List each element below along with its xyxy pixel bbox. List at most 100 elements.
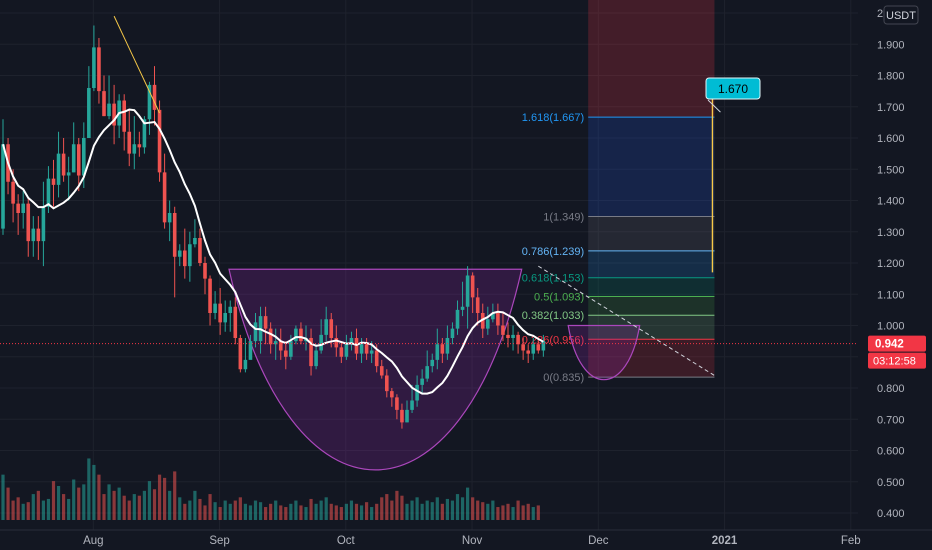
volume-bar [521, 505, 525, 520]
price-tick-label: 1.800 [877, 71, 905, 83]
candle-body [379, 366, 384, 376]
volume-bar [56, 485, 61, 520]
fib-zone [588, 250, 715, 278]
annotations[interactable]: 1.670 [113, 15, 761, 376]
volume-bar [455, 494, 460, 520]
volume-bar [334, 505, 338, 520]
cup-pattern-large[interactable] [228, 268, 523, 471]
fib-level-label: 0.382(1.033) [522, 310, 584, 322]
price-tick-label: 0.800 [877, 383, 905, 395]
candle-body [344, 344, 349, 357]
volume-bar [36, 490, 40, 520]
candle-body [263, 316, 268, 329]
candle-body [475, 297, 480, 313]
fib-level-label: 0.618(1.153) [522, 273, 584, 285]
candle-body [76, 144, 81, 176]
bar-countdown: 03:12:58 [873, 356, 916, 368]
volume-bar [435, 497, 439, 520]
candle-body [445, 338, 450, 354]
price-tick-label: 0.700 [877, 414, 905, 426]
candles [1, 25, 546, 429]
volume-bar [264, 507, 268, 520]
candle-body [420, 378, 424, 385]
candle-body [496, 313, 500, 326]
volume-bar [72, 479, 76, 520]
price-tick-label: 1.700 [877, 102, 905, 114]
candle-body [157, 109, 162, 173]
trend-line[interactable] [113, 15, 161, 114]
candle-body [465, 275, 470, 307]
candle-body [425, 366, 429, 379]
volume-bar [501, 505, 505, 520]
current-price-tag [868, 335, 926, 352]
volume-bar [460, 497, 465, 520]
candle-body [147, 84, 152, 120]
volume-bar [152, 489, 157, 520]
cup-patterns[interactable] [228, 268, 641, 471]
candle-body [102, 91, 106, 117]
fib-level-label: 1.618(1.667) [522, 112, 584, 124]
volume-bar [314, 503, 318, 520]
volume-bar [274, 500, 278, 520]
candle-body [364, 344, 369, 354]
volume-bar [471, 497, 475, 520]
volume-bar [117, 487, 121, 520]
time-tick-label: Oct [337, 535, 356, 547]
time-tick-label: 2021 [712, 535, 738, 547]
volume-bar [354, 503, 359, 520]
time-tick-label: Sep [209, 535, 229, 547]
candle-body [82, 138, 86, 176]
cup-pattern-small[interactable] [567, 324, 641, 381]
volume-bar [309, 498, 313, 520]
candle-body [329, 319, 334, 338]
volume-bar [284, 507, 288, 520]
candle-body [359, 344, 364, 354]
candle-body [385, 375, 389, 392]
candle-body [61, 153, 66, 176]
candle-body [440, 344, 445, 354]
candle-body [390, 391, 394, 398]
price-axis[interactable]: 2.0001.9001.8001.7001.6001.5001.4001.300… [858, 0, 932, 530]
candle-body [410, 400, 414, 410]
volume-bar [77, 487, 81, 520]
price-tick-label: 1.600 [877, 133, 905, 145]
candle-body [26, 203, 31, 242]
price-tick-label: 1.200 [877, 258, 905, 270]
volume-bar [228, 503, 232, 520]
volume-bar [193, 490, 197, 520]
volume-bar [258, 502, 263, 520]
candle-body [501, 325, 505, 335]
volume-bar [491, 500, 495, 520]
volume-bar [243, 503, 247, 520]
volume-bar [112, 490, 116, 520]
volume-bar [168, 490, 172, 520]
price-tick-label: 1.000 [877, 321, 905, 333]
volume-bar [107, 484, 111, 520]
price-tick-label: 1.400 [877, 196, 905, 208]
fib-zone [588, 339, 715, 378]
time-axis[interactable]: Aug Sep Oct Nov Dec 2021 Feb [0, 529, 932, 547]
target-callout-box[interactable] [705, 77, 761, 100]
volume-bar [269, 503, 273, 520]
candle-body [137, 144, 142, 148]
candle-body [223, 313, 227, 323]
time-tick-label: Aug [83, 535, 103, 547]
candle-body [142, 119, 147, 148]
volume-bar [536, 505, 540, 520]
volume-bar [97, 474, 101, 520]
volume-bar [365, 502, 369, 520]
volume-bar [233, 500, 237, 520]
volume-bar [289, 503, 293, 520]
candle-body [228, 306, 233, 313]
currency-badge[interactable] [883, 5, 919, 25]
candle-body [278, 341, 283, 351]
candle-body [253, 322, 258, 342]
volume-bar [137, 495, 141, 520]
fibonacci-extension[interactable]: 1.618(1.667) 1(1.349) 0.786(1.239) 0.618(1.… [522, 0, 715, 384]
candle-body [531, 344, 536, 354]
candle-body [486, 319, 490, 329]
volume-bar [385, 494, 389, 520]
volume-bar [410, 500, 414, 520]
candle-body [455, 309, 460, 329]
